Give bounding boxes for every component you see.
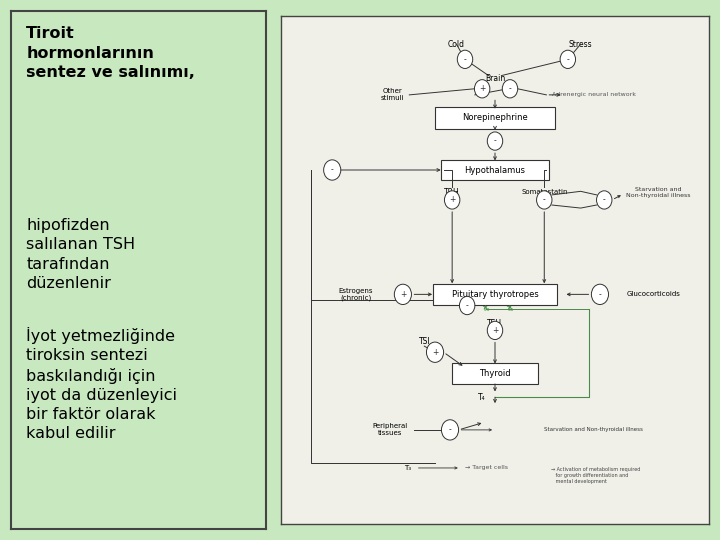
Text: +: +	[400, 290, 406, 299]
Text: T₄: T₄	[478, 394, 486, 402]
Circle shape	[459, 296, 475, 315]
Circle shape	[597, 191, 612, 209]
Text: -: -	[598, 290, 601, 299]
Text: -: -	[543, 195, 546, 205]
Circle shape	[536, 191, 552, 209]
Text: Estrogens
(chronic): Estrogens (chronic)	[338, 288, 373, 301]
Circle shape	[324, 160, 341, 180]
Text: T₄: T₄	[506, 306, 513, 312]
Text: -: -	[466, 301, 469, 310]
Text: Stress: Stress	[569, 39, 593, 49]
Text: +: +	[492, 326, 498, 335]
Text: Somatostatin: Somatostatin	[521, 190, 567, 195]
Text: Thyroid: Thyroid	[480, 369, 510, 378]
Circle shape	[441, 420, 459, 440]
Text: -: -	[603, 195, 606, 205]
Text: T₃: T₃	[404, 465, 410, 471]
Text: -: -	[449, 426, 451, 434]
Text: -: -	[330, 165, 333, 174]
FancyBboxPatch shape	[435, 106, 555, 129]
Circle shape	[560, 50, 575, 69]
Text: TSH: TSH	[487, 319, 503, 328]
Text: Adrenergic neural network: Adrenergic neural network	[552, 92, 636, 97]
Text: Starvation and Non-thyroidal illness: Starvation and Non-thyroidal illness	[544, 427, 643, 433]
Text: TRH: TRH	[444, 188, 460, 197]
Text: Glucocorticoids: Glucocorticoids	[626, 292, 680, 298]
FancyBboxPatch shape	[433, 284, 557, 305]
Text: +: +	[432, 348, 438, 357]
FancyBboxPatch shape	[452, 363, 538, 384]
Circle shape	[503, 80, 518, 98]
Circle shape	[444, 191, 460, 209]
Text: Cold: Cold	[448, 39, 465, 49]
Text: Brain: Brain	[485, 73, 505, 83]
Text: -: -	[567, 55, 570, 64]
Circle shape	[395, 284, 411, 305]
Text: +: +	[449, 195, 455, 205]
Text: Other
stimuli: Other stimuli	[380, 89, 404, 102]
Text: Pituitary thyrotropes: Pituitary thyrotropes	[451, 290, 539, 299]
FancyBboxPatch shape	[441, 160, 549, 180]
Text: -: -	[464, 55, 467, 64]
Text: → Activation of metabolism required
   for growth differentiation and
   mental : → Activation of metabolism required for …	[551, 467, 640, 484]
Circle shape	[457, 50, 473, 69]
Text: → Target cells: → Target cells	[465, 465, 508, 470]
Text: Peripheral
tissues: Peripheral tissues	[372, 423, 408, 436]
Circle shape	[474, 80, 490, 98]
Circle shape	[487, 321, 503, 340]
Circle shape	[591, 284, 608, 305]
Text: +: +	[479, 84, 485, 93]
Text: hipofizden
salılanan TSH
tarafından
düzenlenir: hipofizden salılanan TSH tarafından düze…	[26, 218, 135, 291]
Text: Norepinephrine: Norepinephrine	[462, 113, 528, 122]
Text: -: -	[494, 137, 496, 146]
Circle shape	[487, 132, 503, 150]
Text: Tiroit
hormonlarının
sentez ve salınımı,: Tiroit hormonlarının sentez ve salınımı,	[26, 26, 195, 80]
Text: -: -	[508, 84, 511, 93]
Circle shape	[426, 342, 444, 362]
Text: Starvation and
Non-thyroidal illness: Starvation and Non-thyroidal illness	[626, 187, 690, 198]
Text: T₃: T₃	[482, 306, 489, 312]
Text: İyot yetmezliğinde
tiroksin sentezi
baskılandığı için
iyot da düzenleyici
bir fa: İyot yetmezliğinde tiroksin sentezi bask…	[26, 327, 177, 441]
Text: TSI: TSI	[418, 336, 430, 346]
Text: Hypothalamus: Hypothalamus	[464, 165, 526, 174]
